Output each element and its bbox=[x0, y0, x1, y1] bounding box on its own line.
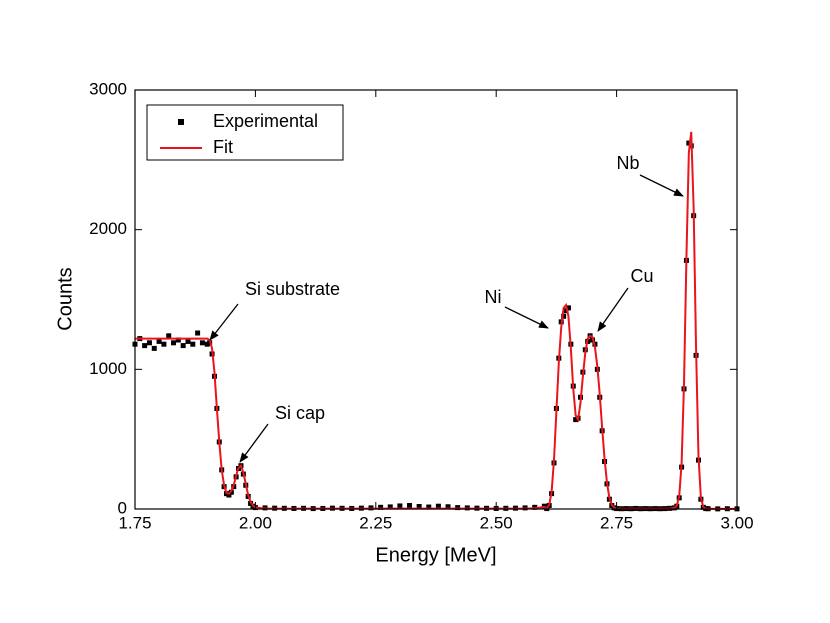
x-tick-label: 3.00 bbox=[720, 513, 753, 532]
annotation-arrow bbox=[209, 303, 239, 341]
data-point bbox=[190, 341, 196, 347]
data-point bbox=[156, 338, 162, 344]
legend-label: Experimental bbox=[213, 111, 318, 131]
annotation-arrow bbox=[597, 287, 629, 332]
data-point bbox=[166, 333, 172, 339]
data-point bbox=[171, 340, 177, 346]
plot-frame bbox=[134, 89, 738, 510]
data-point bbox=[565, 305, 571, 311]
data-point bbox=[426, 504, 432, 510]
data-point bbox=[226, 492, 232, 498]
data-point bbox=[416, 503, 422, 509]
annotation: Nb bbox=[616, 153, 639, 173]
x-tick-label: 1.75 bbox=[118, 513, 151, 532]
data-point bbox=[561, 313, 567, 319]
y-tick-label: 3000 bbox=[89, 79, 127, 98]
annotation: Ni bbox=[485, 287, 502, 307]
data-point bbox=[686, 140, 692, 146]
y-tick-label: 2000 bbox=[89, 219, 127, 238]
data-point bbox=[151, 345, 157, 351]
annotation: Si cap bbox=[275, 403, 325, 423]
data-point bbox=[387, 504, 393, 510]
data-point bbox=[435, 503, 441, 509]
data-point bbox=[161, 341, 167, 347]
legend-marker bbox=[178, 119, 184, 125]
data-point bbox=[185, 338, 191, 344]
x-tick-label: 2.00 bbox=[239, 513, 272, 532]
legend: Experimental Fit bbox=[146, 104, 344, 161]
annotation: Si substrate bbox=[245, 279, 340, 299]
data-point bbox=[142, 343, 148, 349]
x-axis-label: Energy [MeV] bbox=[375, 544, 496, 566]
data-point bbox=[397, 503, 403, 509]
y-axis-label: Counts bbox=[54, 267, 76, 330]
data-point bbox=[146, 340, 152, 346]
y-tick-label: 0 bbox=[118, 498, 127, 517]
data-point bbox=[195, 330, 201, 336]
annotation-arrow bbox=[504, 306, 549, 329]
data-point bbox=[199, 340, 205, 346]
data-point bbox=[445, 504, 451, 510]
annotation-arrow bbox=[639, 174, 684, 197]
data-point bbox=[563, 308, 569, 314]
x-tick-label: 2.25 bbox=[359, 513, 392, 532]
annotation-arrow bbox=[239, 423, 269, 463]
data-point bbox=[407, 503, 413, 509]
y-tick-label: 1000 bbox=[89, 359, 127, 378]
data-point bbox=[378, 504, 384, 510]
x-tick-label: 2.50 bbox=[480, 513, 513, 532]
data-point bbox=[180, 343, 186, 349]
annotation: Cu bbox=[630, 266, 653, 286]
data-point bbox=[175, 337, 181, 343]
legend-label: Fit bbox=[213, 137, 233, 157]
x-tick-label: 2.75 bbox=[600, 513, 633, 532]
legend-box bbox=[146, 104, 344, 161]
